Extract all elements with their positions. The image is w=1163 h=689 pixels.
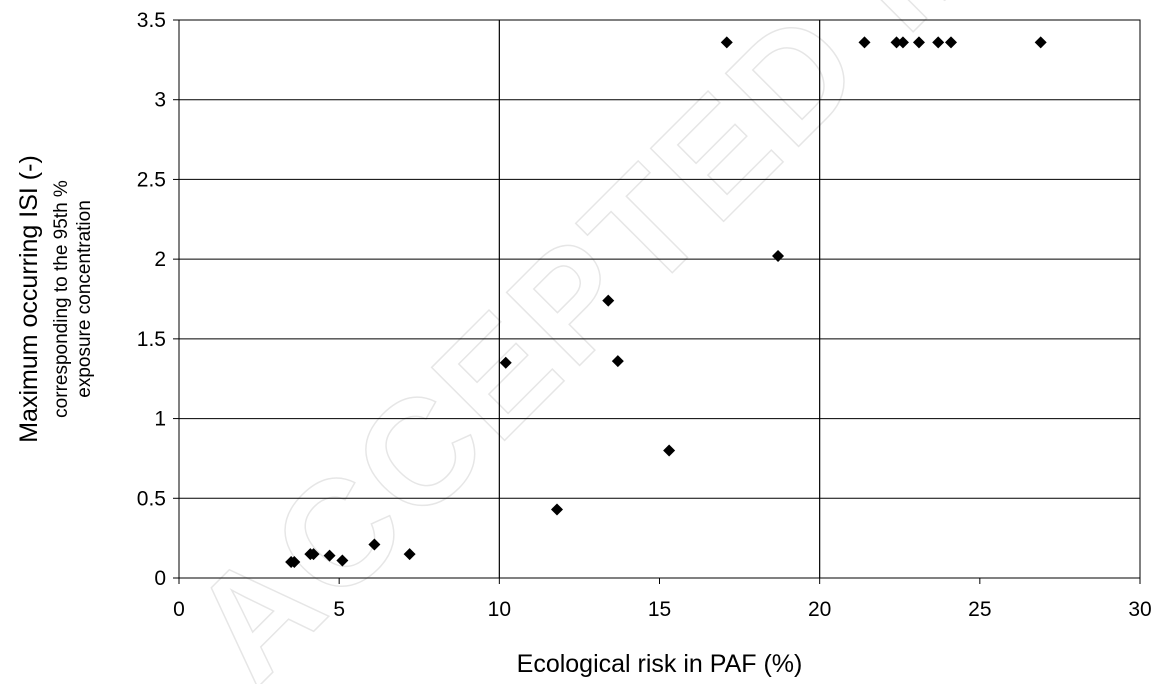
data-point [336, 554, 349, 567]
gridlines [179, 19, 1140, 579]
data-point [890, 36, 903, 49]
y-axis-sublabel-line2: exposure concentration [74, 200, 95, 398]
data-point [945, 36, 958, 49]
data-point [896, 36, 909, 49]
vertical-reference-lines [498, 20, 821, 578]
x-tick-label: 5 [333, 598, 345, 621]
data-point [368, 538, 381, 551]
x-axis-label: Ecological risk in PAF (%) [517, 650, 803, 678]
y-tick-label: 2.5 [137, 168, 166, 191]
x-tick-label: 15 [648, 598, 671, 621]
data-point [1034, 36, 1047, 49]
data-point [611, 355, 624, 368]
data-point [288, 556, 301, 569]
data-point [307, 548, 320, 561]
y-axis-label: Maximum occurring ISI (-) [15, 155, 43, 443]
data-point [499, 356, 512, 369]
data-point [932, 36, 945, 49]
data-point [858, 36, 871, 49]
data-point [663, 444, 676, 457]
y-tick-label: 2 [154, 248, 166, 271]
y-tick-label: 0 [154, 567, 166, 590]
data-point [912, 36, 925, 49]
data-point [550, 503, 563, 516]
x-tick-label: 30 [1128, 598, 1151, 621]
y-tick-label: 1 [154, 408, 166, 431]
y-axis-sublabel-line1: corresponding to the 95th % [51, 180, 72, 418]
watermark: ACCEPTED MANUSCRIPT [159, 0, 1163, 684]
x-tick-label: 10 [488, 598, 511, 621]
data-point [602, 294, 615, 307]
data-point [720, 36, 733, 49]
y-axis-ticks: 0 0.5 1 1.5 2 2.5 3 3.5 [137, 9, 179, 590]
y-tick-label: 3.5 [137, 9, 166, 32]
data-points [285, 36, 1047, 569]
y-tick-label: 0.5 [137, 487, 166, 510]
data-point [772, 249, 785, 262]
x-tick-label: 25 [968, 598, 991, 621]
x-tick-label: 0 [173, 598, 185, 621]
y-tick-label: 3 [154, 89, 166, 112]
data-point [323, 549, 336, 562]
x-axis-ticks: 0 5 10 15 20 25 30 [173, 578, 1152, 621]
y-tick-label: 1.5 [137, 328, 166, 351]
x-tick-label: 20 [808, 598, 831, 621]
data-point [403, 548, 416, 561]
